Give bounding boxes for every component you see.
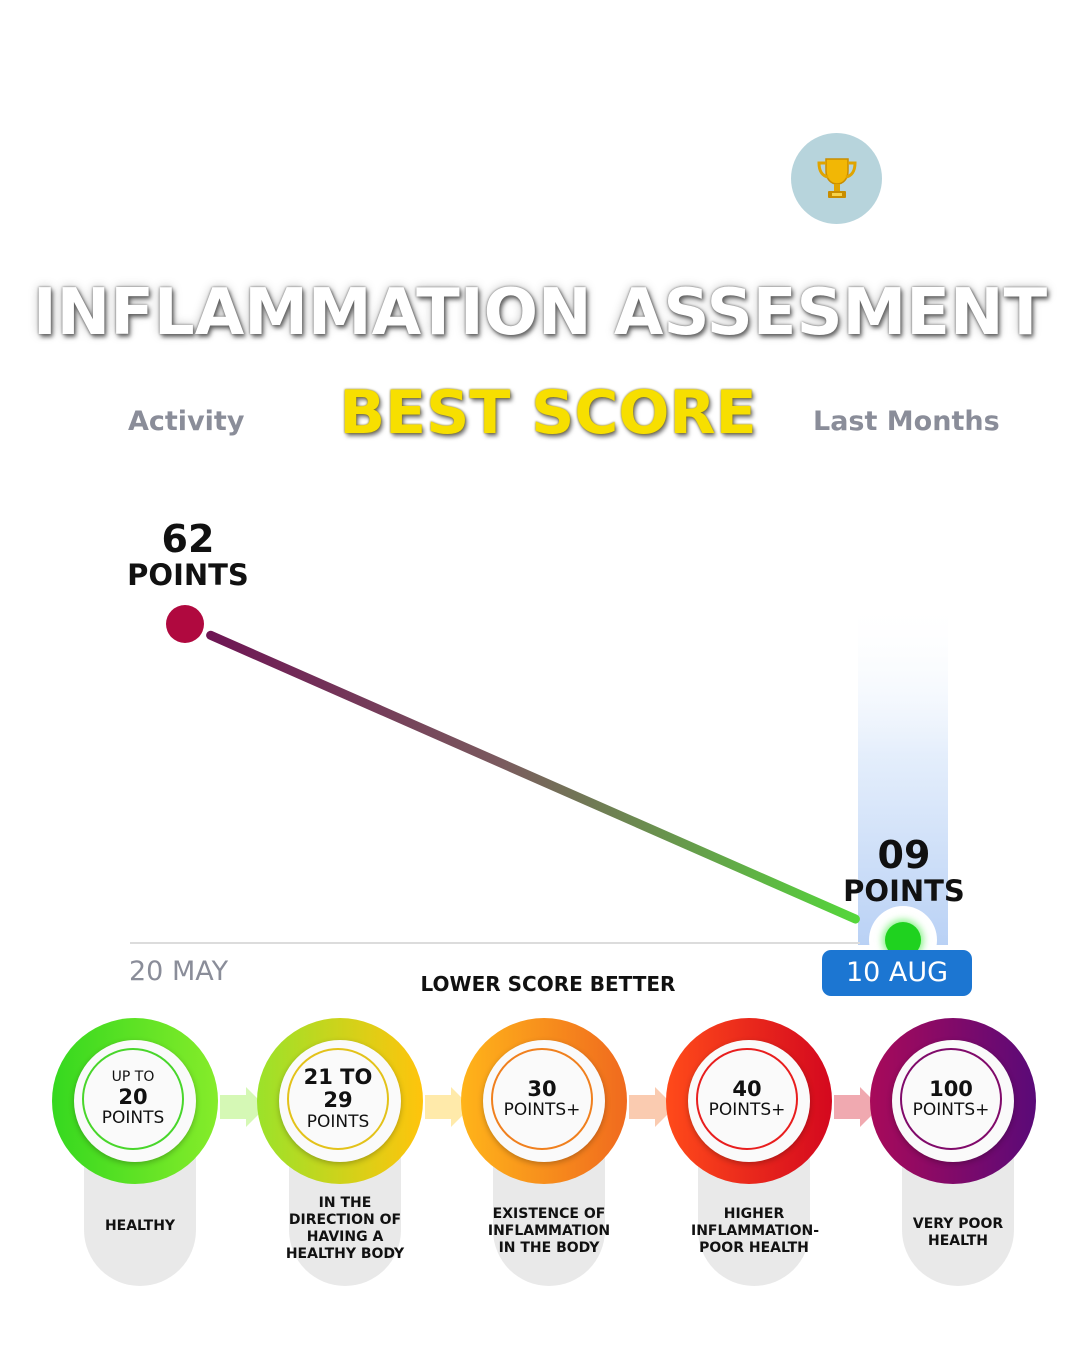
score-stage: 21 TO 29 POINTS IN THE DIRECTION OF HAVING…: [257, 1018, 443, 1293]
end-unit-label: POINTS: [843, 874, 965, 908]
last-months-label: Last Months: [813, 406, 1000, 437]
score-stage: 30 POINTS+ EXISTENCE OF INFLAMMATION IN TH…: [461, 1018, 647, 1293]
stage-arrow-icon: [220, 1087, 266, 1127]
stage-disc: 21 TO 29 POINTS: [279, 1040, 401, 1162]
highlight-column: [858, 600, 948, 945]
stage-description: HEALTHY: [104, 1218, 176, 1234]
stage-score: UP TO 20 POINTS: [82, 1048, 184, 1150]
stage-score: 40 POINTS+: [696, 1048, 798, 1150]
stage-arrow-icon: [629, 1087, 675, 1127]
page-subtitle: BEST SCORE: [339, 378, 757, 448]
stage-ring: 30 POINTS+: [461, 1018, 627, 1184]
stage-ring: 40 POINTS+: [666, 1018, 832, 1184]
end-value-label: 09: [877, 833, 931, 877]
stage-arrow-icon: [425, 1087, 471, 1127]
stage-value: 20: [118, 1084, 148, 1109]
stage-disc: 30 POINTS+: [483, 1040, 605, 1162]
stage-prefix: UP TO: [111, 1068, 155, 1085]
stage-unit: POINTS+: [708, 1100, 786, 1121]
start-value-label: 62: [161, 517, 215, 561]
stage-ring: 100 POINTS+: [870, 1018, 1036, 1184]
stage-ring: 21 TO 29 POINTS: [257, 1018, 423, 1184]
stage-arrow-icon: [834, 1087, 880, 1127]
stage-description: IN THE DIRECTION OF HAVING A HEALTHY BOD…: [285, 1195, 405, 1263]
score-stage: 100 POINTS+ VERY POOR HEALTH: [870, 1018, 1056, 1293]
start-unit-label: POINTS: [127, 558, 249, 592]
trophy-icon: [817, 158, 857, 198]
x-tick-label-start: 20 MAY: [129, 956, 229, 987]
stage-value: 21 TO 29: [303, 1064, 373, 1113]
page-title: INFLAMMATION ASSESMENT: [32, 276, 1048, 350]
stage-description: EXISTENCE OF INFLAMMATION IN THE BODY: [487, 1206, 611, 1257]
stage-unit: POINTS: [101, 1108, 165, 1129]
stage-value: 40: [732, 1076, 762, 1101]
score-stage: 40 POINTS+ HIGHER INFLAMMATION-POOR HEALTH: [666, 1018, 852, 1293]
trophy-badge: [791, 133, 882, 224]
stage-unit: POINTS+: [912, 1100, 990, 1121]
data-point-end: [885, 922, 921, 958]
stage-score: 30 POINTS+: [491, 1048, 593, 1150]
data-point-start: [166, 605, 204, 643]
stage-description: VERY POOR HEALTH: [912, 1216, 1004, 1250]
x-tick-label-end: 10 AUG: [822, 950, 972, 996]
stage-ring: UP TO 20 POINTS: [52, 1018, 218, 1184]
stage-score: 21 TO 29 POINTS: [287, 1048, 389, 1150]
activity-label: Activity: [128, 406, 245, 437]
score-stage: UP TO 20 POINTS HEALTHY: [52, 1018, 238, 1293]
stage-value: 100: [929, 1076, 973, 1101]
stage-disc: UP TO 20 POINTS: [74, 1040, 196, 1162]
scoring-note: LOWER SCORE BETTER: [420, 972, 676, 996]
stage-description: HIGHER INFLAMMATION-POOR HEALTH: [691, 1206, 820, 1257]
stage-value: 30: [527, 1076, 557, 1101]
stage-disc: 100 POINTS+: [892, 1040, 1014, 1162]
stage-unit: POINTS: [306, 1112, 370, 1132]
stage-score: 100 POINTS+: [900, 1048, 1002, 1150]
stage-disc: 40 POINTS+: [688, 1040, 810, 1162]
stage-unit: POINTS+: [503, 1100, 581, 1121]
series-line: [206, 630, 860, 924]
